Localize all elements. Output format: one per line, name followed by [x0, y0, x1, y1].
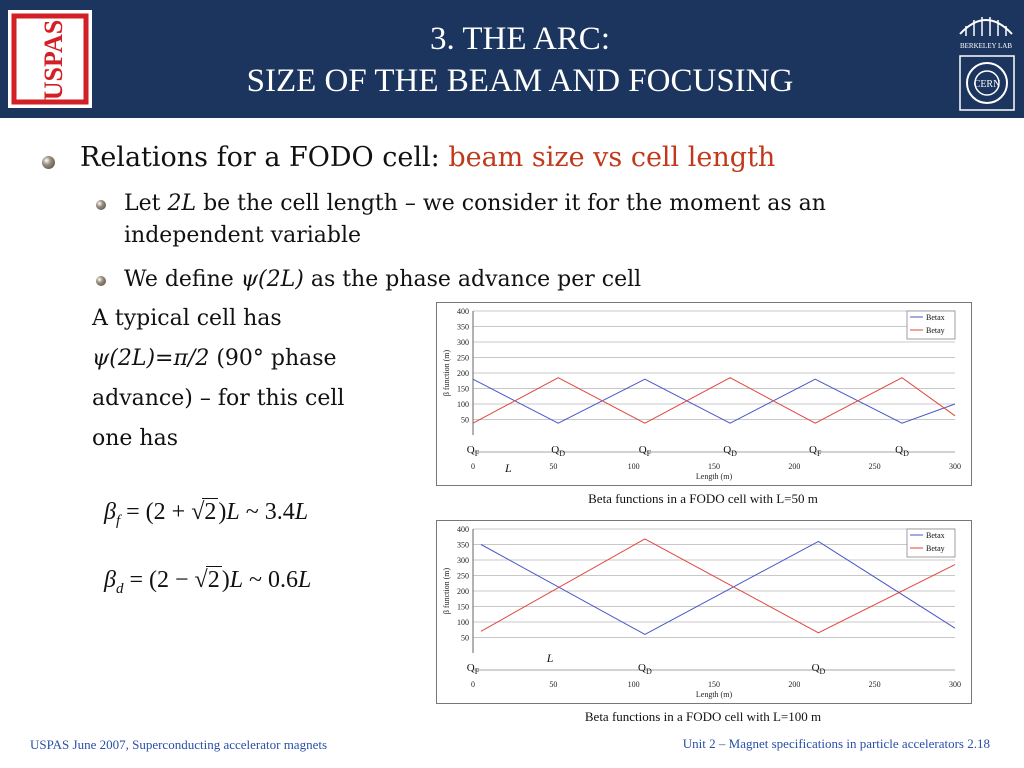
magnet-label: QF [639, 444, 652, 458]
x-tick-label: 150 [708, 680, 720, 689]
magnet-label: QD [638, 662, 652, 676]
x-tick-label: 300 [949, 462, 961, 471]
x-tick-label: 100 [628, 462, 640, 471]
series-line-betax [480, 540, 956, 635]
bullet-1-text: Relations for a FODO cell: [80, 142, 449, 173]
x-tick-label: 50 [549, 462, 557, 471]
footer-right: Unit 2 – Magnet specifications in partic… [682, 736, 990, 751]
equation-beta-f: βf = (2 + √2)L ~ 3.4L [104, 498, 309, 529]
equation-beta-d: βd = (2 − √2)L ~ 0.6L [104, 566, 312, 597]
text-line-4: one has [92, 426, 179, 451]
series-line-betay [472, 377, 956, 424]
magnet-label: QF [809, 444, 822, 458]
legend-label: Betay [926, 326, 945, 335]
footer-left: USPAS June 2007, Superconducting acceler… [30, 737, 328, 752]
y-tick-label: 50 [461, 416, 469, 425]
uspas-logo: USPAS [8, 10, 92, 108]
y-tick-label: 200 [457, 587, 469, 596]
y-axis-label: β function (m) [442, 568, 451, 615]
svg-text:CERN: CERN [974, 79, 1001, 90]
magnet-label: QD [895, 444, 909, 458]
berkeley-lab-logo: BERKELEY LAB [959, 17, 1013, 50]
y-tick-label: 350 [457, 323, 469, 332]
y-tick-label: 100 [457, 400, 469, 409]
title-line-2: SIZE OF THE BEAM AND FOCUSING [246, 63, 794, 99]
bullet-icon [96, 200, 106, 210]
bullet-3: We define ψ(2L) as the phase advance per… [96, 264, 944, 296]
series-line-betay [480, 538, 956, 634]
text-line-3: advance) – for this cell [92, 386, 345, 411]
y-tick-label: 250 [457, 354, 469, 363]
x-tick-label: 300 [949, 680, 961, 689]
y-axis-label: β function (m) [442, 350, 451, 397]
y-tick-label: 300 [457, 338, 469, 347]
chart-beta-l50: 50 100 150 200 250 300 350 400 QF QD QF QD QF QD L 0 50 1… [442, 307, 961, 481]
cell-length-var: 2L [167, 191, 197, 216]
bullet-2: Let 2L be the cell length – we consider … [96, 188, 944, 252]
slide-header: USPAS 3. THE ARC: SIZE OF THE BEAM AND F… [0, 0, 1024, 118]
legend-box [906, 528, 956, 558]
legend-label: Betax [926, 531, 945, 540]
magnet-label: QD [551, 444, 565, 458]
chart-2-frame: 50 100 150 200 250 300 350 400 QF QD QD L 0 50 100 150 2… [436, 520, 972, 704]
series-line-betax [472, 378, 956, 424]
y-tick-label: 250 [457, 572, 469, 581]
x-tick-label: 250 [869, 462, 881, 471]
x-tick-label: 250 [869, 680, 881, 689]
chart-2-caption: Beta functions in a FODO cell with L=100… [584, 709, 822, 724]
chart-1-caption: Beta functions in a FODO cell with L=50 … [588, 491, 818, 506]
magnet-label: QD [812, 662, 826, 676]
y-tick-label: 400 [457, 307, 469, 316]
legend-label: Betax [926, 313, 945, 322]
x-axis-label: Length (m) [696, 690, 733, 699]
magnet-label: QF [467, 662, 480, 676]
x-tick-label: 0 [471, 462, 475, 471]
y-tick-label: 50 [461, 634, 469, 643]
legend-box [906, 310, 956, 340]
x-tick-label: 150 [708, 462, 720, 471]
x-tick-label: 0 [471, 680, 475, 689]
institution-logos: BERKELEY LAB CERN [959, 17, 1015, 111]
bullet-icon [42, 156, 55, 169]
uspas-logo-text: USPAS [39, 20, 68, 100]
slide-title: 3. THE ARC: SIZE OF THE BEAM AND FOCUSIN… [110, 18, 930, 102]
y-tick-label: 100 [457, 618, 469, 627]
svg-text:BERKELEY LAB: BERKELEY LAB [960, 42, 1012, 50]
chart-beta-l100: 50 100 150 200 250 300 350 400 QF QD QD L 0 50 100 150 2… [442, 525, 961, 699]
cell-length-label: L [504, 461, 512, 475]
title-line-1: 3. THE ARC: [429, 21, 610, 57]
x-axis-label: Length (m) [696, 472, 733, 481]
text-line-1: A typical cell has [92, 306, 282, 331]
chart-1-frame: 50 100 150 200 250 300 350 400 QF QD QF QD QF QD L 0 50 1… [436, 302, 972, 486]
x-tick-label: 50 [549, 680, 557, 689]
y-tick-label: 200 [457, 369, 469, 378]
text-line-2: ψ(2L)=π/2 (90° phase [92, 346, 337, 371]
y-tick-label: 400 [457, 525, 469, 534]
cern-logo: CERN [959, 55, 1015, 111]
y-tick-label: 150 [457, 603, 469, 612]
x-tick-label: 100 [628, 680, 640, 689]
magnet-label: QD [723, 444, 737, 458]
bullet-icon [96, 276, 106, 286]
legend-label: Betay [926, 544, 945, 553]
x-tick-label: 200 [788, 680, 800, 689]
phase-advance-var: ψ(2L) [240, 267, 304, 292]
magnet-label: QF [467, 444, 480, 458]
bullet-1-highlight: beam size vs cell length [448, 142, 776, 173]
y-tick-label: 350 [457, 541, 469, 550]
y-tick-label: 300 [457, 556, 469, 565]
x-tick-label: 200 [788, 462, 800, 471]
cell-length-label: L [546, 651, 554, 665]
y-tick-label: 150 [457, 385, 469, 394]
